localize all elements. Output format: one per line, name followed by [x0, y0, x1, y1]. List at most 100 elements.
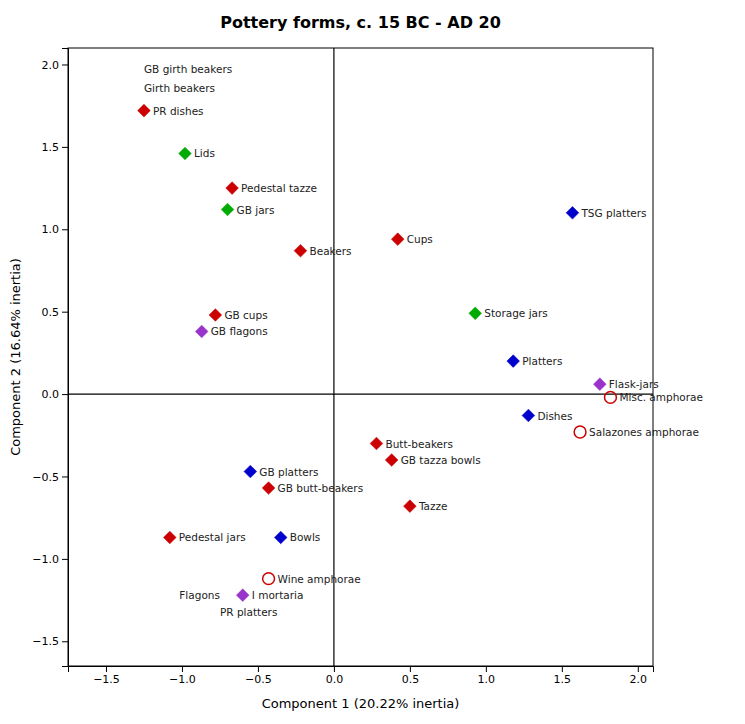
- tick: −1.0: [32, 553, 68, 566]
- tick: 0.0: [42, 388, 69, 401]
- tick-mark: [62, 394, 68, 395]
- tick: 0.5: [402, 666, 420, 686]
- point: [566, 206, 579, 219]
- tick-label: 0.5: [402, 673, 420, 686]
- point-label: PR dishes: [153, 105, 204, 117]
- point-label: Butt-beakers: [385, 438, 452, 450]
- tick-mark: [638, 666, 639, 672]
- tick: 1.5: [42, 141, 69, 154]
- point: [209, 309, 222, 322]
- tick: −1.5: [93, 666, 120, 686]
- point-label: I mortaria: [252, 589, 304, 601]
- tick-label: 2.0: [42, 59, 60, 72]
- tick-mark: [62, 476, 68, 477]
- point: [391, 233, 404, 246]
- x-axis: −1.5 −1.0 −0.5 0.0 0.5 1.0 1.5 2.0: [69, 666, 654, 686]
- point: [221, 203, 234, 216]
- point: [263, 573, 275, 585]
- tick-label: −0.5: [245, 673, 272, 686]
- point-label: Dishes: [537, 410, 572, 422]
- tick-mark: [62, 641, 68, 642]
- tick: −0.5: [32, 471, 68, 484]
- point: [226, 182, 239, 195]
- point-label: PR platters: [220, 606, 277, 618]
- point: [370, 437, 383, 450]
- tick-mark: [62, 229, 68, 230]
- tick-label: −1.5: [32, 635, 59, 648]
- point-label: GB tazza bowls: [401, 454, 481, 466]
- point-label: GB butt-beakers: [278, 482, 364, 494]
- tick-label: −1.5: [93, 673, 120, 686]
- tick-label: 2.0: [630, 673, 648, 686]
- point-label: Pedestal jars: [179, 531, 246, 543]
- plot-frame: [68, 48, 653, 666]
- tick-label: 1.0: [478, 673, 496, 686]
- tick-label: 1.5: [42, 141, 60, 154]
- point: [404, 500, 417, 513]
- point-label: Storage jars: [484, 307, 548, 319]
- tick-label: −0.5: [32, 471, 59, 484]
- point: [163, 531, 176, 544]
- point: [236, 589, 249, 602]
- point-labels: GB girth beakersGirth beakersPR dishesLi…: [144, 63, 703, 617]
- tick-label: 0.0: [326, 673, 344, 686]
- tick-mark: [62, 312, 68, 313]
- tick-mark: [334, 666, 335, 672]
- tick: 2.0: [630, 666, 648, 686]
- point: [244, 465, 257, 478]
- point-label: Tazze: [418, 500, 448, 512]
- point-label: Lids: [194, 147, 215, 159]
- tick-mark: [106, 666, 107, 672]
- y-axis: −1.5 −1.0 −0.5 0.0 0.5 1.0 1.5 2.0: [32, 49, 68, 667]
- point-label: Wine amphorae: [278, 573, 361, 585]
- axis-line: [62, 49, 69, 667]
- tick-mark: [62, 64, 68, 65]
- tick-mark: [258, 666, 259, 672]
- tick: 0.0: [326, 666, 344, 686]
- tick-label: 1.0: [42, 223, 60, 236]
- tick: 0.5: [42, 306, 69, 319]
- tick-label: 0.5: [42, 306, 60, 319]
- tick: 1.0: [42, 223, 69, 236]
- tick-label: −1.0: [169, 673, 196, 686]
- tick-mark: [182, 666, 183, 672]
- point: [138, 104, 151, 117]
- plot-area: [68, 48, 653, 666]
- tick: −1.0: [169, 666, 196, 686]
- point-label: Pedestal tazze: [241, 182, 317, 194]
- tick-mark: [62, 559, 68, 560]
- tick-mark: [62, 147, 68, 148]
- tick-mark: [410, 666, 411, 672]
- point: [593, 378, 606, 391]
- y-axis-title: Component 2 (16.64% inertia): [8, 258, 23, 456]
- point-label: Misc. amphorae: [619, 391, 703, 403]
- point-label: GB girth beakers: [144, 63, 232, 75]
- point-label: TSG platters: [580, 207, 646, 219]
- point: [605, 391, 617, 403]
- tick-mark: [486, 666, 487, 672]
- tick-label: 1.5: [554, 673, 572, 686]
- point: [179, 147, 192, 160]
- tick: 1.5: [554, 666, 572, 686]
- tick-label: 0.0: [42, 388, 60, 401]
- tick: 2.0: [42, 59, 69, 72]
- point-label: Salazones amphorae: [589, 426, 699, 438]
- point-label: Flagons: [179, 589, 220, 601]
- point: [385, 454, 398, 467]
- point-label: Platters: [522, 355, 562, 367]
- title: Pottery forms, c. 15 BC - AD 20: [220, 13, 501, 32]
- chart: −1.5 −1.0 −0.5 0.0 0.5 1.0 1.5 2.0 −1.5 −1.0 −0.5 0…: [0, 0, 745, 724]
- tick: 1.0: [478, 666, 496, 686]
- point-label: GB jars: [237, 204, 275, 216]
- tick: −0.5: [245, 666, 272, 686]
- point: [294, 244, 307, 257]
- point: [274, 531, 287, 544]
- point-label: Beakers: [309, 245, 351, 257]
- tick-label: −1.0: [32, 553, 59, 566]
- point: [522, 409, 535, 422]
- axis-line: [69, 667, 654, 673]
- point: [574, 426, 586, 438]
- point: [507, 355, 520, 368]
- tick: −1.5: [32, 635, 68, 648]
- point-label: GB platters: [259, 466, 318, 478]
